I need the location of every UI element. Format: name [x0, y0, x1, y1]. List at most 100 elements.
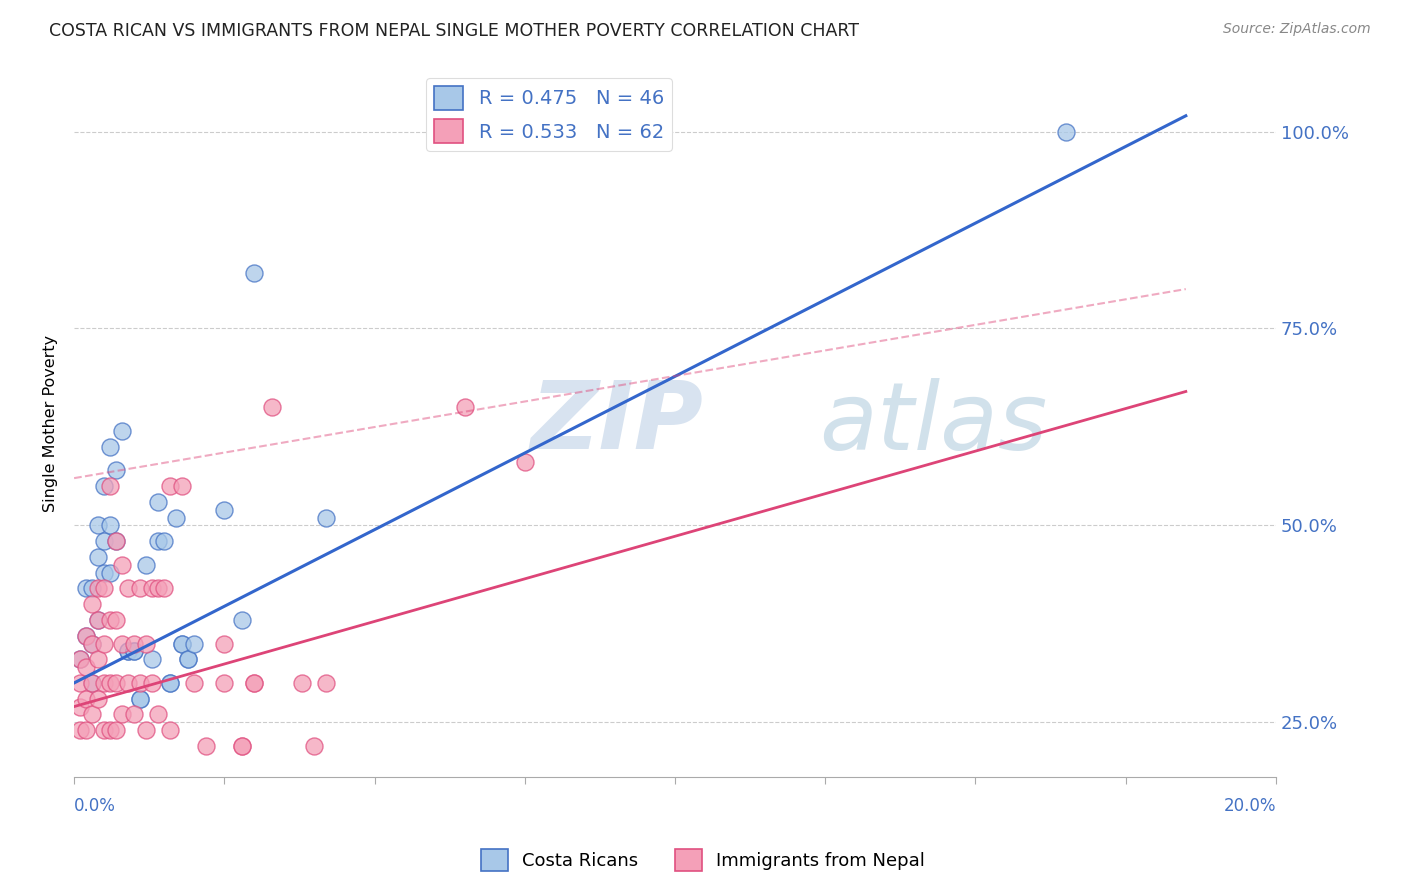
Point	[513, 455, 536, 469]
Point	[117, 644, 139, 658]
Point	[98, 518, 121, 533]
Point	[315, 676, 337, 690]
Point	[98, 613, 121, 627]
Point	[381, 794, 404, 808]
Point	[262, 401, 284, 415]
Legend: R = 0.475   N = 46, R = 0.533   N = 62: R = 0.475 N = 46, R = 0.533 N = 62	[426, 78, 672, 151]
Y-axis label: Single Mother Poverty: Single Mother Poverty	[44, 334, 58, 512]
Point	[93, 534, 115, 549]
Point	[148, 582, 170, 596]
Point	[214, 636, 236, 650]
Point	[82, 582, 104, 596]
Point	[69, 723, 91, 738]
Point	[105, 534, 128, 549]
Point	[214, 502, 236, 516]
Point	[105, 723, 128, 738]
Point	[87, 691, 110, 706]
Point	[98, 479, 121, 493]
Point	[148, 707, 170, 722]
Point	[75, 629, 97, 643]
Point	[75, 691, 97, 706]
Point	[98, 676, 121, 690]
Point	[122, 636, 145, 650]
Point	[105, 534, 128, 549]
Point	[231, 739, 253, 753]
Point	[82, 707, 104, 722]
Text: 20.0%: 20.0%	[1223, 797, 1277, 815]
Point	[454, 401, 477, 415]
Point	[159, 676, 181, 690]
Point	[75, 582, 97, 596]
Point	[93, 723, 115, 738]
Point	[159, 676, 181, 690]
Point	[111, 558, 134, 572]
Point	[69, 699, 91, 714]
Point	[105, 463, 128, 477]
Point	[172, 636, 194, 650]
Point	[172, 479, 194, 493]
Point	[231, 739, 253, 753]
Point	[159, 723, 181, 738]
Point	[98, 440, 121, 454]
Point	[231, 613, 253, 627]
Point	[148, 534, 170, 549]
Point	[87, 549, 110, 564]
Point	[111, 424, 134, 438]
Point	[82, 636, 104, 650]
Point	[82, 636, 104, 650]
Point	[315, 510, 337, 524]
Point	[423, 794, 446, 808]
Point	[98, 723, 121, 738]
Point	[69, 676, 91, 690]
Legend: Costa Ricans, Immigrants from Nepal: Costa Ricans, Immigrants from Nepal	[474, 842, 932, 879]
Point	[183, 676, 205, 690]
Point	[129, 676, 152, 690]
Point	[75, 660, 97, 674]
Point	[135, 636, 157, 650]
Point	[148, 495, 170, 509]
Point	[87, 613, 110, 627]
Text: 0.0%: 0.0%	[75, 797, 115, 815]
Text: atlas: atlas	[820, 377, 1047, 468]
Point	[87, 613, 110, 627]
Point	[135, 558, 157, 572]
Point	[513, 786, 536, 800]
Text: COSTA RICAN VS IMMIGRANTS FROM NEPAL SINGLE MOTHER POVERTY CORRELATION CHART: COSTA RICAN VS IMMIGRANTS FROM NEPAL SIN…	[49, 22, 859, 40]
Point	[98, 566, 121, 580]
Point	[93, 479, 115, 493]
Point	[165, 510, 187, 524]
Point	[153, 534, 176, 549]
Point	[304, 739, 326, 753]
Point	[243, 266, 266, 280]
Point	[82, 597, 104, 611]
Point	[93, 636, 115, 650]
Point	[122, 644, 145, 658]
Point	[93, 566, 115, 580]
Point	[75, 723, 97, 738]
Point	[93, 676, 115, 690]
Point	[117, 676, 139, 690]
Point	[291, 676, 314, 690]
Point	[214, 676, 236, 690]
Point	[141, 676, 163, 690]
Point	[129, 582, 152, 596]
Point	[75, 629, 97, 643]
Point	[69, 652, 91, 666]
Point	[117, 644, 139, 658]
Point	[105, 676, 128, 690]
Text: Source: ZipAtlas.com: Source: ZipAtlas.com	[1223, 22, 1371, 37]
Point	[141, 652, 163, 666]
Point	[243, 676, 266, 690]
Point	[177, 652, 200, 666]
Point	[69, 652, 91, 666]
Point	[153, 582, 176, 596]
Text: ZIP: ZIP	[531, 377, 703, 469]
Point	[177, 652, 200, 666]
Point	[87, 518, 110, 533]
Point	[195, 739, 218, 753]
Point	[129, 691, 152, 706]
Point	[183, 636, 205, 650]
Point	[111, 636, 134, 650]
Point	[111, 707, 134, 722]
Point	[82, 676, 104, 690]
